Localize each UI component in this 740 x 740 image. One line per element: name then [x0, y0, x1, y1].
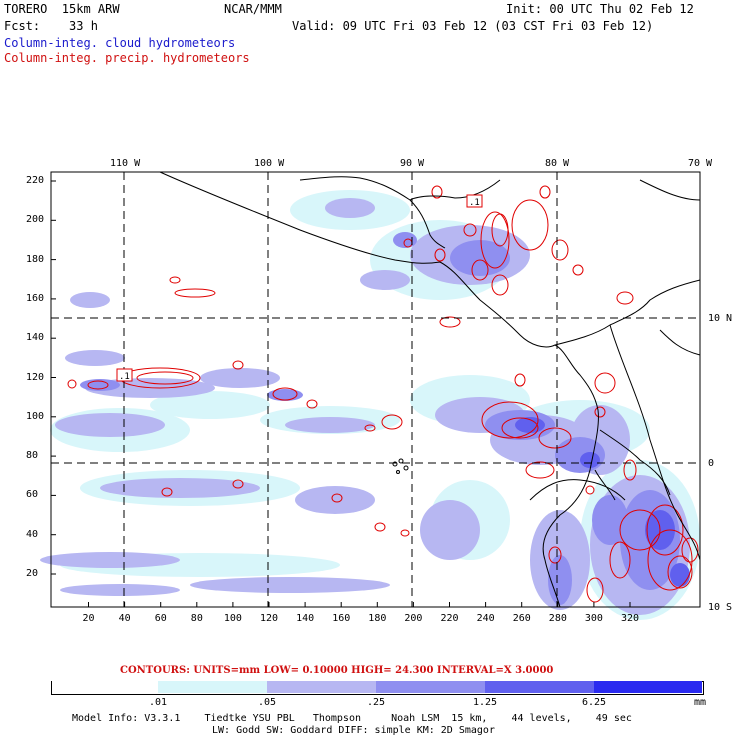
lat-lon-grid — [51, 172, 700, 607]
contour-label-1: .1 — [116, 368, 133, 382]
y-tick-label: 40 — [26, 528, 39, 540]
x-tick-label: 200 — [404, 613, 423, 624]
coastlines — [159, 171, 701, 608]
contour-info: CONTOURS: UNITS=mm LOW= 0.10000 HIGH= 24… — [120, 665, 554, 676]
x-tick-label: 300 — [584, 613, 603, 624]
y-tick-label: 140 — [26, 332, 45, 344]
x-tick-label: 20 — [82, 613, 95, 624]
x-tick-label: 80 — [190, 613, 203, 624]
init-time: Init: 00 UTC Thu 02 Feb 12 — [506, 2, 694, 16]
x-tick-label: 260 — [512, 613, 531, 624]
colorbar-label-125: 1.25 — [472, 697, 498, 708]
x-tick-label: 220 — [440, 613, 459, 624]
precip-contours — [67, 185, 699, 603]
lon-label-90w: 90 W — [400, 158, 425, 169]
y-tick-label: 20 — [26, 568, 39, 579]
x-tick-label: 320 — [621, 613, 640, 624]
svg-text:.1: .1 — [469, 198, 480, 208]
y-tick-label: 100 — [26, 410, 45, 422]
svg-text:.1: .1 — [119, 372, 130, 382]
y-tick-label: 200 — [26, 214, 45, 226]
x-axis — [88, 602, 631, 607]
contour-label-2: .1 — [466, 194, 483, 208]
x-tick-label: 160 — [332, 613, 351, 624]
lat-label-0: 0 — [708, 458, 715, 469]
model-physics: LW: Godd SW: Goddard DIFF: simple KM: 2D… — [212, 725, 495, 736]
colorbar-label-25: .25 — [366, 697, 386, 708]
x-tick-label: 280 — [548, 613, 567, 624]
y-tick-label: 160 — [26, 292, 45, 304]
cloud-shading — [40, 190, 700, 620]
y-tick-label: 80 — [26, 450, 39, 462]
model-name: TORERO 15km ARW — [4, 2, 120, 16]
colorbar-bin-2 — [267, 681, 376, 693]
x-tick-label: 40 — [118, 613, 131, 624]
x-tick-label: 240 — [476, 613, 495, 624]
colorbar-bin-5 — [594, 681, 702, 693]
forecast-hour: Fcst: 33 h — [4, 19, 98, 33]
colorbar-bin-0 — [52, 681, 158, 693]
precip-field-title: Column-integ. precip. hydrometeors — [4, 51, 250, 65]
map-frame — [50, 171, 701, 608]
colorbar-label-05: .05 — [257, 697, 277, 708]
y-tick-label: 180 — [26, 253, 45, 265]
organization-label: NCAR/MMM — [224, 2, 282, 16]
y-tick-label: 120 — [26, 371, 45, 383]
y-tick-label: 220 — [26, 175, 45, 186]
lat-label-10s: 10 S — [708, 602, 733, 613]
x-tick-label: 100 — [223, 613, 242, 624]
lon-label-80w: 80 W — [545, 158, 570, 169]
y-tick-label: 60 — [26, 489, 39, 501]
colorbar-label-01: .01 — [148, 697, 168, 708]
cloud-field-title: Column-integ. cloud hydrometeors — [4, 36, 236, 50]
colorbar-bin-4 — [485, 681, 594, 693]
galapagos-islands — [392, 458, 409, 474]
x-tick-label: 180 — [368, 613, 387, 624]
lon-label-70w: 70 W — [688, 158, 713, 169]
y-axis — [51, 180, 56, 575]
colorbar-bin-3 — [376, 681, 485, 693]
x-tick-label: 120 — [260, 613, 279, 624]
lon-label-100w: 100 W — [254, 158, 285, 169]
lat-label-10n: 10 N — [708, 313, 733, 324]
x-tick-label: 140 — [296, 613, 315, 624]
colorbar-label-625: 6.25 — [581, 697, 607, 708]
colorbar-bin-1 — [158, 681, 267, 693]
lon-label-110w: 110 W — [110, 158, 141, 169]
valid-time: Valid: 09 UTC Fri 03 Feb 12 (03 CST Fri … — [292, 19, 654, 33]
model-info: Model Info: V3.3.1 Tiedtke YSU PBL Thomp… — [72, 713, 632, 724]
x-tick-label: 60 — [154, 613, 167, 624]
colorbar-unit: mm — [693, 697, 707, 708]
